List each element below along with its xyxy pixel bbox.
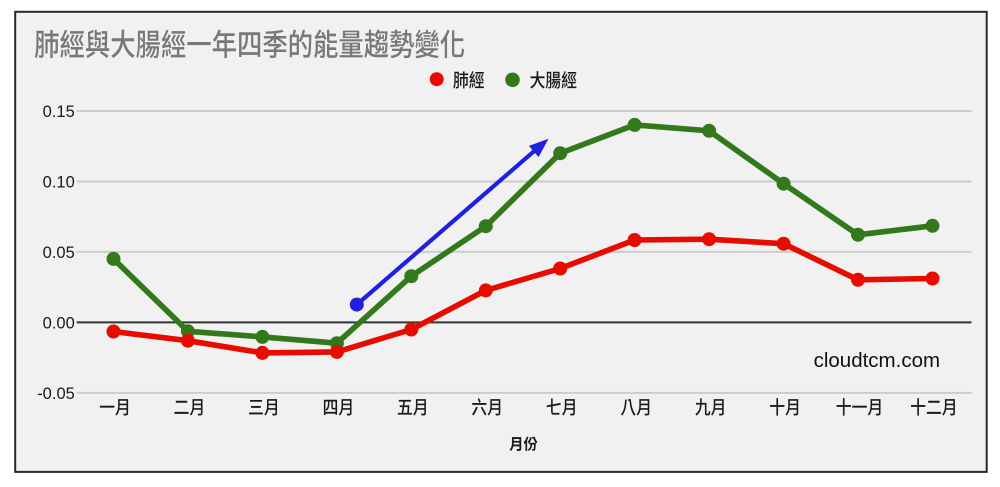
svg-text:0.15: 0.15: [43, 103, 75, 121]
svg-text:-0.05: -0.05: [37, 385, 75, 403]
svg-text:0.05: 0.05: [43, 244, 75, 262]
svg-text:0.00: 0.00: [43, 314, 75, 332]
svg-text:0.10: 0.10: [43, 174, 75, 192]
svg-text:cloudtcm.com: cloudtcm.com: [814, 349, 940, 372]
